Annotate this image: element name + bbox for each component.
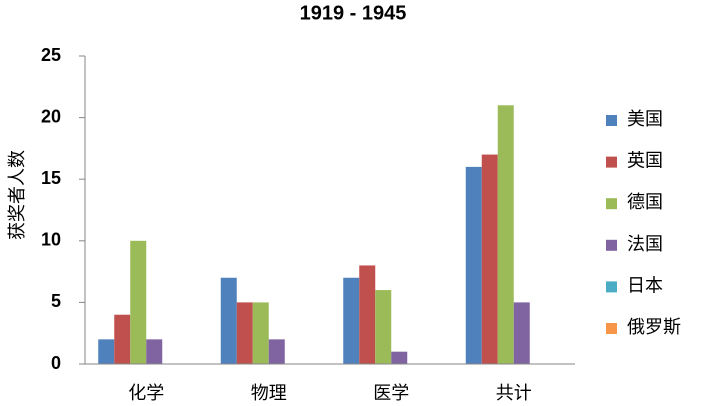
x-tick-label: 物理	[251, 383, 287, 404]
legend-label: 美国	[627, 109, 663, 130]
bar	[375, 290, 392, 364]
y-tick-label: 10	[41, 230, 61, 250]
chart-title: 1919 - 1945	[300, 2, 407, 24]
legend-swatch	[606, 281, 617, 293]
bar	[513, 302, 530, 364]
legend-swatch	[606, 323, 617, 334]
y-axis-label: 获奖者人数	[7, 150, 28, 240]
bar	[252, 302, 269, 364]
legend-label: 俄罗斯	[627, 317, 681, 338]
bar	[481, 154, 498, 364]
bar	[268, 339, 285, 364]
bar	[359, 265, 376, 364]
bar	[98, 339, 115, 364]
x-tick-label: 共计	[496, 383, 532, 404]
legend-swatch	[606, 239, 617, 251]
x-tick-label: 医学	[373, 383, 409, 404]
bar	[497, 105, 514, 364]
y-tick-label: 0	[51, 353, 61, 373]
x-tick-label: 化学	[128, 383, 164, 404]
y-tick-label: 20	[41, 106, 61, 126]
y-tick-label: 25	[41, 45, 61, 65]
y-tick-label: 5	[51, 291, 61, 311]
bar	[465, 166, 482, 364]
legend-swatch	[606, 198, 617, 210]
legend-label: 日本	[627, 275, 663, 296]
y-tick-label: 15	[41, 168, 61, 188]
legend-swatch	[606, 115, 617, 126]
bar	[391, 351, 408, 364]
bar	[130, 240, 147, 364]
bar	[220, 277, 237, 364]
legend-label: 德国	[627, 192, 663, 213]
bar	[146, 339, 163, 364]
legend-swatch	[606, 156, 617, 168]
legend-label: 英国	[627, 151, 663, 172]
legend-label: 法国	[627, 234, 663, 255]
bar	[114, 314, 131, 364]
bar	[236, 302, 253, 364]
bar	[343, 277, 360, 364]
